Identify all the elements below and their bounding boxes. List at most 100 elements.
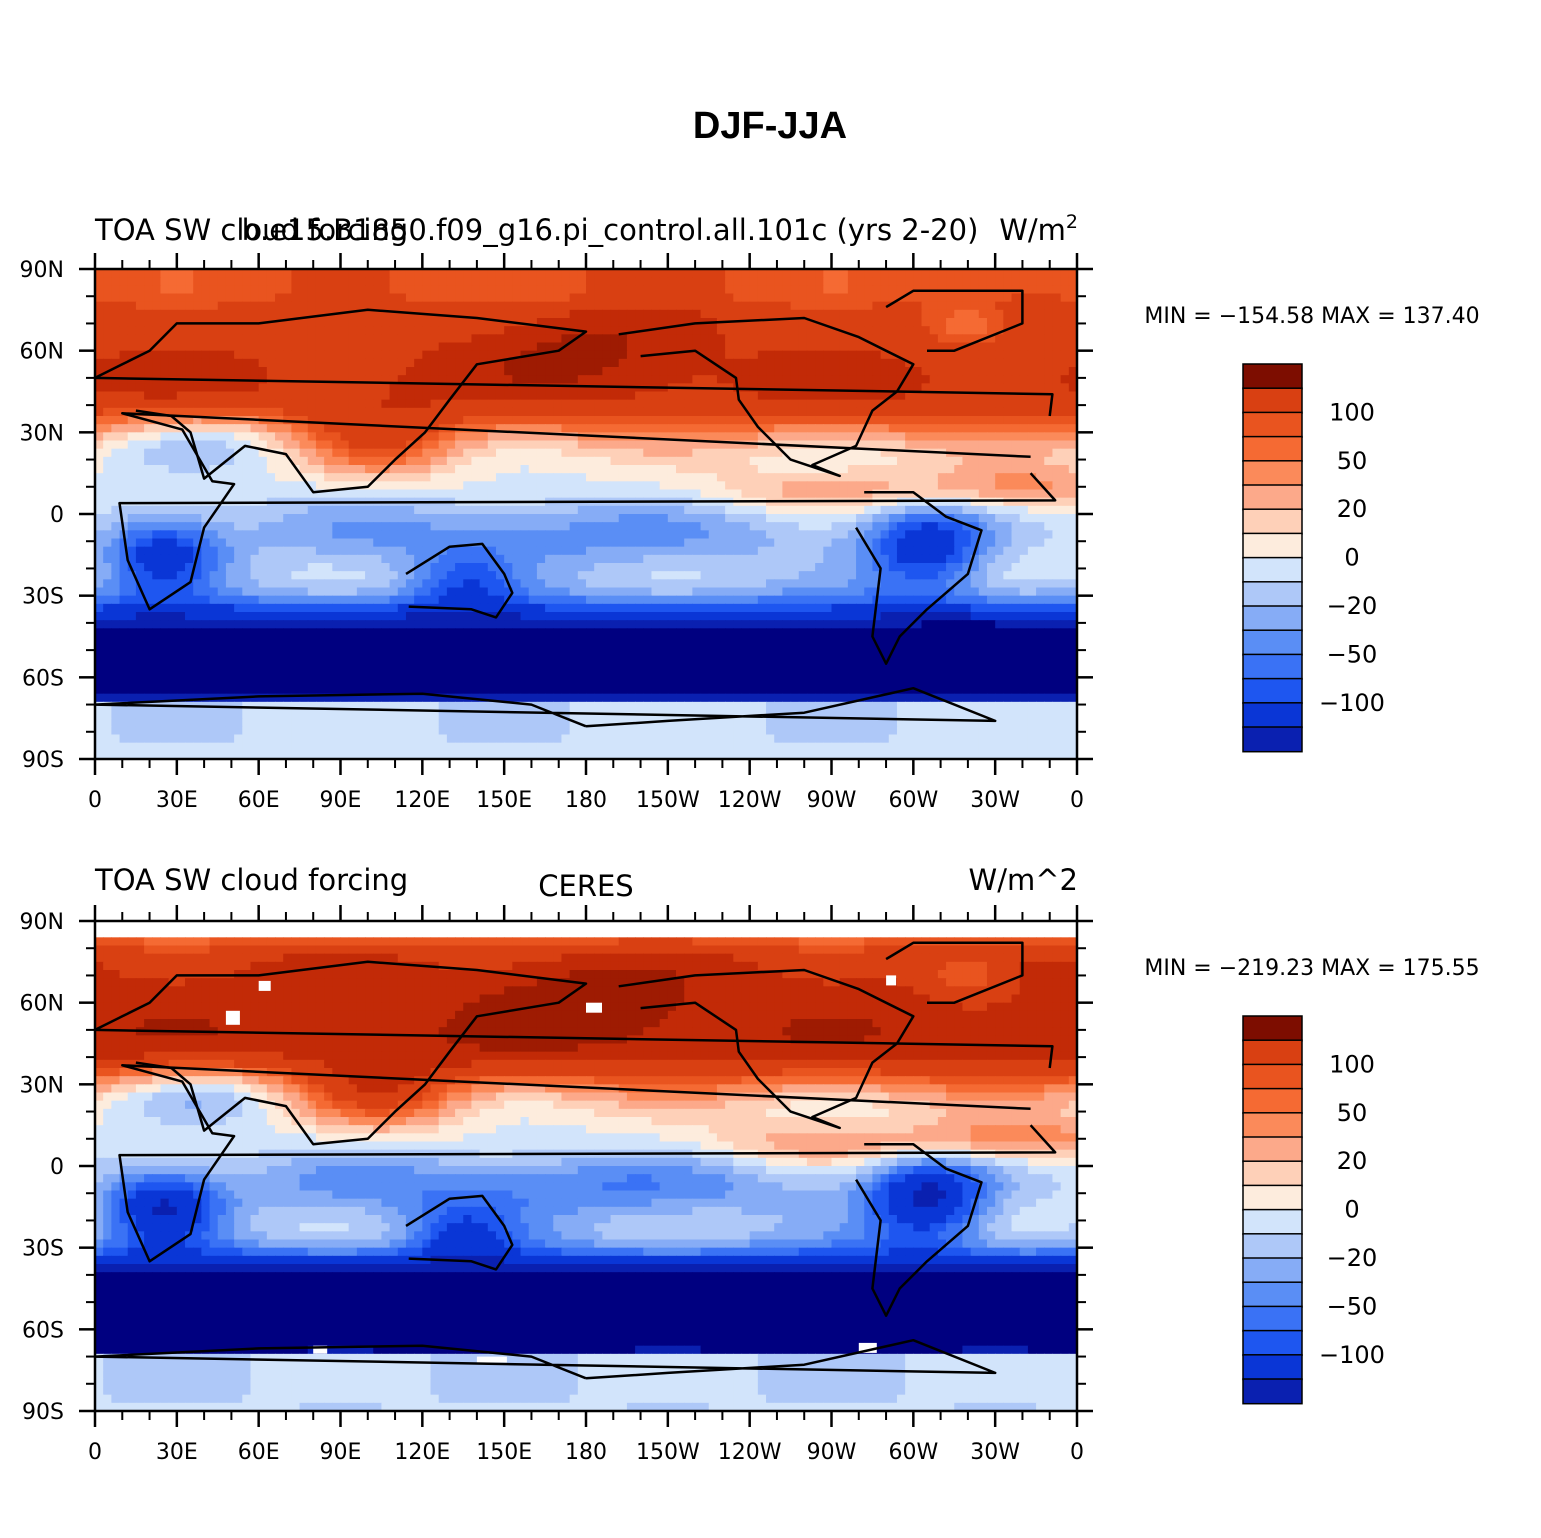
field-cell <box>798 269 808 278</box>
field-cell <box>1011 530 1021 540</box>
field-cell <box>962 497 972 507</box>
field-cell <box>111 432 121 442</box>
field-cell <box>536 465 546 474</box>
field-cell <box>373 399 383 409</box>
field-cell <box>741 448 751 458</box>
field-cell <box>659 375 669 384</box>
field-cell <box>438 481 448 491</box>
field-cell <box>438 432 448 442</box>
field-cell <box>414 595 423 605</box>
field-cell <box>283 538 292 548</box>
field-cell <box>479 522 489 531</box>
field-cell <box>381 367 391 376</box>
field-cell <box>716 440 726 450</box>
field-cell <box>332 432 342 442</box>
field-cell <box>381 277 391 286</box>
field-cell <box>1027 367 1037 376</box>
field-cell <box>651 448 661 458</box>
field-cell <box>708 538 718 548</box>
field-cell <box>217 563 227 572</box>
field-cell <box>1027 481 1037 491</box>
field-cell <box>806 318 816 327</box>
field-cell <box>536 424 546 433</box>
field-cell <box>455 530 464 540</box>
field-cell <box>111 342 121 352</box>
field-cell <box>495 456 505 466</box>
field-cell <box>479 587 489 597</box>
field-cell <box>381 293 391 303</box>
field-cell <box>839 448 849 458</box>
field-cell <box>708 399 718 409</box>
field-cell <box>651 269 661 278</box>
field-cell <box>1044 448 1054 458</box>
field-cell <box>471 309 481 319</box>
field-cell <box>602 318 612 327</box>
field-cell <box>635 318 644 327</box>
field-cell <box>806 514 816 523</box>
field-cell <box>487 546 497 556</box>
field-cell <box>847 440 857 450</box>
field-cell <box>790 293 800 303</box>
field-cell <box>1019 358 1029 368</box>
field-cell <box>471 367 481 376</box>
field-cell <box>217 293 227 303</box>
field-cell <box>651 440 661 450</box>
field-cell <box>602 505 612 515</box>
field-cell <box>487 383 497 393</box>
field-cell <box>520 595 530 605</box>
field-cell <box>569 530 579 540</box>
field-cell <box>324 473 333 482</box>
field-cell <box>954 424 964 433</box>
field-cell <box>283 522 292 531</box>
field-cell <box>193 522 202 531</box>
field-cell <box>913 277 923 286</box>
field-cell <box>921 489 931 499</box>
field-cell <box>626 530 636 540</box>
field-cell <box>733 514 743 523</box>
field-cell <box>193 432 202 442</box>
field-cell <box>741 269 751 278</box>
field-cell <box>970 350 980 360</box>
field-cell <box>1052 489 1062 499</box>
field-cell <box>995 497 1004 507</box>
field-cell <box>749 383 759 393</box>
field-cell <box>659 399 669 409</box>
field-cell <box>954 546 964 556</box>
field-cell <box>512 473 522 482</box>
field-cell <box>315 399 325 409</box>
field-cell <box>250 465 260 474</box>
field-cell <box>512 391 522 401</box>
field-cell <box>684 505 693 515</box>
field-cell <box>299 342 309 352</box>
field-cell <box>324 383 333 393</box>
field-cell <box>561 563 571 572</box>
field-cell <box>929 399 939 409</box>
field-cell <box>1011 481 1021 491</box>
field-cell <box>741 309 751 319</box>
field-cell <box>405 489 415 499</box>
field-cell <box>618 473 628 482</box>
field-cell <box>95 285 104 295</box>
field-cell <box>1044 407 1054 417</box>
field-cell <box>741 563 751 572</box>
field-cell <box>618 489 628 499</box>
field-cell <box>733 309 743 319</box>
field-cell <box>315 424 325 433</box>
field-cell <box>716 481 726 491</box>
field-cell <box>970 465 980 474</box>
field-cell <box>561 456 571 466</box>
field-cell <box>643 538 653 548</box>
field-cell <box>1003 432 1013 442</box>
field-cell <box>405 505 415 515</box>
field-cell <box>512 367 522 376</box>
field-cell <box>749 407 759 417</box>
field-cell <box>324 595 333 605</box>
field-cell <box>217 481 227 491</box>
field-cell <box>250 383 260 393</box>
field-cell <box>1068 326 1078 335</box>
field-cell <box>774 481 783 491</box>
field-cell <box>299 603 309 613</box>
field-cell <box>430 350 440 360</box>
field-cell <box>291 563 301 572</box>
field-cell <box>545 440 554 450</box>
